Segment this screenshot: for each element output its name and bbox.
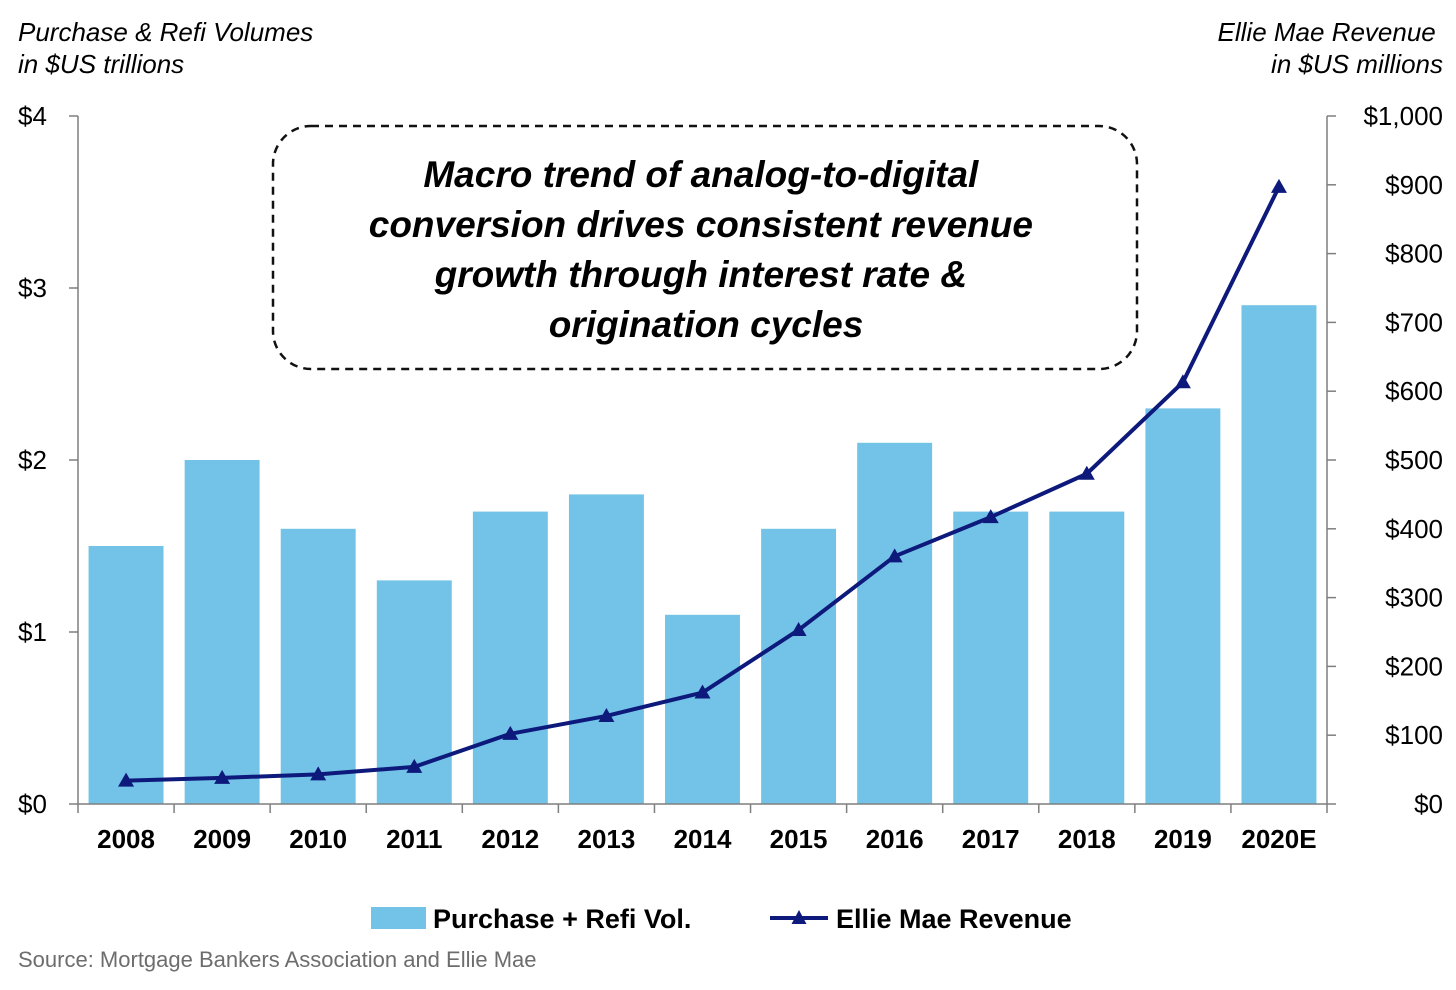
bar-2012	[472, 511, 548, 804]
x-tick-label: 2010	[289, 824, 347, 854]
annotation-line: origination cycles	[549, 304, 864, 345]
bar-2018	[1049, 511, 1125, 804]
left-tick-label: $3	[18, 273, 47, 303]
right-tick-label: $1,000	[1363, 101, 1443, 131]
x-axis: 2008 2009 2010 2011 2012 2013 2014 2015 2016 2017…	[77, 803, 1328, 854]
right-axis-title: Ellie Mae Revenue in $US millions	[1218, 17, 1443, 79]
bar-2013	[568, 494, 644, 804]
bar-2019	[1145, 408, 1221, 804]
revenue-line-series	[118, 178, 1287, 787]
annotation-line: growth through interest rate &	[434, 254, 967, 295]
right-axis-title-line: in $US millions	[1271, 49, 1443, 79]
revenue-point-2018	[1078, 465, 1095, 480]
bar-2020E	[1241, 305, 1317, 804]
revenue-point-2014	[694, 684, 711, 699]
x-tick-label: 2020E	[1241, 824, 1316, 854]
revenue-point-2012	[502, 725, 519, 740]
legend: Purchase + Refi Vol. Ellie Mae Revenue	[371, 904, 1072, 934]
x-tick-label: 2012	[481, 824, 539, 854]
x-tick-label: 2015	[770, 824, 828, 854]
bar-2015	[761, 528, 837, 804]
x-tick-label: 2019	[1154, 824, 1212, 854]
right-tick-label: $200	[1385, 651, 1443, 681]
revenue-point-2015	[790, 621, 807, 636]
right-tick-label: $400	[1385, 514, 1443, 544]
x-tick-label: 2009	[193, 824, 251, 854]
left-axis-title-line: Purchase & Refi Volumes	[18, 17, 313, 47]
annotation-box	[271, 124, 1139, 371]
revenue-point-2009	[214, 769, 231, 784]
right-axis: $0 $100 $200 $300 $400 $500 $600 $700 $800 $900 $1…	[1326, 101, 1443, 819]
revenue-point-2019	[1174, 374, 1191, 389]
revenue-point-2008	[118, 772, 135, 787]
x-tick-label: 2016	[866, 824, 924, 854]
revenue-point-2017	[982, 509, 999, 524]
x-tick-label: 2011	[386, 824, 442, 854]
x-tick-label: 2014	[674, 824, 732, 854]
right-tick-label: $500	[1385, 445, 1443, 475]
right-tick-label: $0	[1414, 789, 1443, 819]
x-tick-label: 2018	[1058, 824, 1116, 854]
left-tick-label: $1	[18, 617, 47, 647]
revenue-point-2010	[310, 766, 327, 781]
right-tick-label: $300	[1385, 583, 1443, 613]
revenue-point-2013	[598, 707, 615, 722]
left-tick-label: $2	[18, 445, 47, 475]
annotation-callout: Macro trend of analog-to-digital convers…	[271, 124, 1139, 371]
left-axis: $0 $1 $2 $3 $4	[18, 101, 79, 819]
right-tick-label: $900	[1385, 170, 1443, 200]
revenue-point-2016	[886, 548, 903, 563]
right-tick-label: $700	[1385, 307, 1443, 337]
bar-2014	[665, 614, 740, 804]
x-tick-label: 2013	[578, 824, 636, 854]
right-axis-title-line: Ellie Mae Revenue	[1218, 17, 1436, 47]
legend-marker-revenue	[791, 910, 807, 924]
bar-2010	[280, 528, 356, 804]
x-tick-label: 2017	[962, 824, 1020, 854]
bar-2016	[857, 442, 933, 804]
annotation-line: Macro trend of analog-to-digital	[423, 154, 979, 195]
left-tick-label: $4	[18, 101, 47, 131]
legend-label-volume: Purchase + Refi Vol.	[433, 904, 691, 934]
right-tick-label: $100	[1385, 720, 1443, 750]
legend-swatch-volume	[371, 907, 426, 929]
revenue-point-2011	[406, 758, 423, 773]
x-tick-label: 2008	[97, 824, 155, 854]
legend-label-revenue: Ellie Mae Revenue	[836, 904, 1072, 934]
annotation-text: Macro trend of analog-to-digital convers…	[369, 154, 1043, 345]
left-axis-title: Purchase & Refi Volumes in $US trillions	[18, 17, 321, 79]
annotation-line: conversion drives consistent revenue	[369, 204, 1033, 245]
revenue-point-2020E	[1270, 178, 1287, 193]
bar-2008	[88, 546, 164, 804]
left-tick-label: $0	[18, 789, 47, 819]
bar-2017	[953, 511, 1029, 804]
bar-series	[88, 305, 1317, 804]
right-tick-label: $600	[1385, 376, 1443, 406]
right-tick-label: $800	[1385, 239, 1443, 269]
bar-2009	[184, 460, 260, 804]
source-note: Source: Mortgage Bankers Association and…	[18, 947, 537, 972]
left-axis-title-line: in $US trillions	[18, 49, 184, 79]
